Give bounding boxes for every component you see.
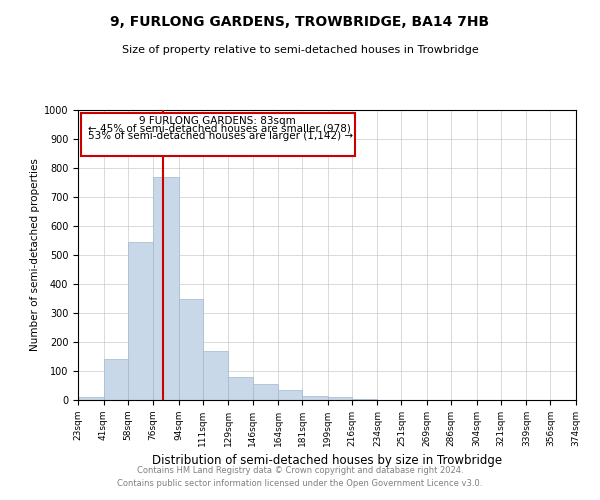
Bar [203,350,229,400]
Bar [302,396,328,400]
Bar [78,397,104,400]
Text: 53% of semi-detached houses are larger (1,142) →: 53% of semi-detached houses are larger (… [88,130,353,140]
Bar [229,377,253,400]
Bar [153,176,179,400]
Bar [278,390,302,400]
X-axis label: Distribution of semi-detached houses by size in Trowbridge: Distribution of semi-detached houses by … [152,454,502,468]
Bar [352,398,377,400]
Y-axis label: Number of semi-detached properties: Number of semi-detached properties [29,158,40,352]
Text: ← 45% of semi-detached houses are smaller (978): ← 45% of semi-detached houses are smalle… [88,124,351,134]
Bar [104,360,128,400]
Bar [253,384,278,400]
Text: Size of property relative to semi-detached houses in Trowbridge: Size of property relative to semi-detach… [122,45,478,55]
Text: 9, FURLONG GARDENS, TROWBRIDGE, BA14 7HB: 9, FURLONG GARDENS, TROWBRIDGE, BA14 7HB [110,15,490,29]
Text: 9 FURLONG GARDENS: 83sqm: 9 FURLONG GARDENS: 83sqm [139,116,296,126]
Bar [179,298,203,400]
FancyBboxPatch shape [81,112,355,156]
Bar [128,242,153,400]
Text: Contains HM Land Registry data © Crown copyright and database right 2024.
Contai: Contains HM Land Registry data © Crown c… [118,466,482,487]
Bar [328,397,352,400]
